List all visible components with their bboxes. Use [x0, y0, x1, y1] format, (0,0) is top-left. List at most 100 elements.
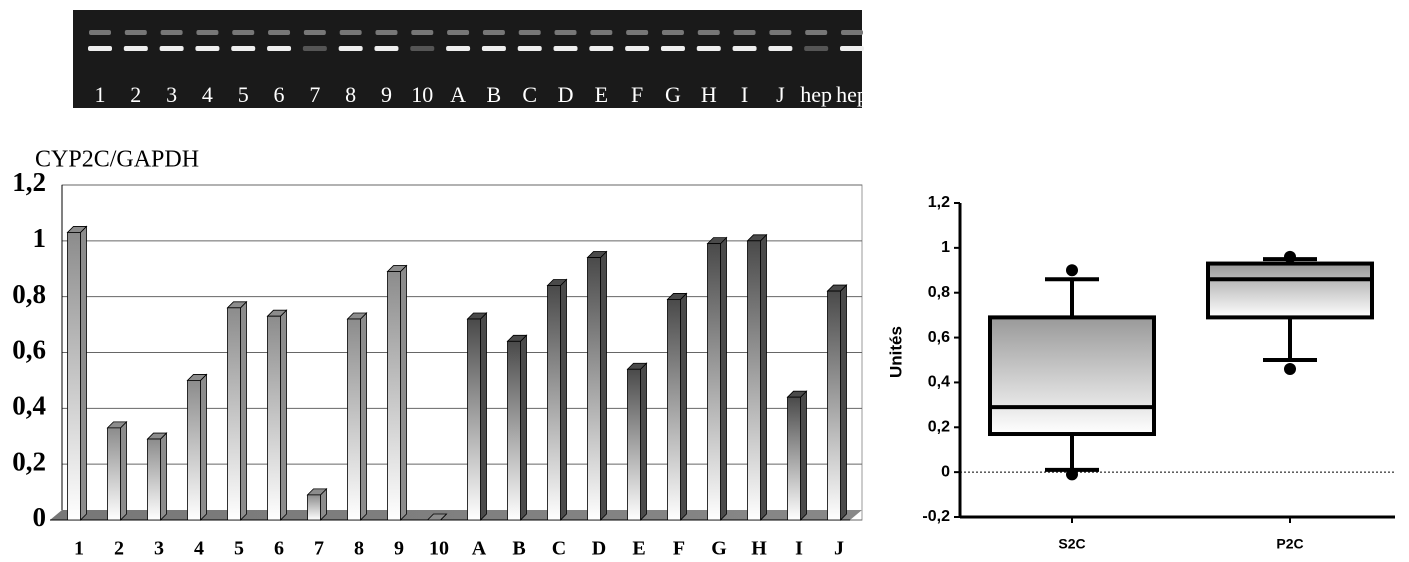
bar [747, 240, 761, 521]
bar [387, 271, 401, 521]
bar-side [600, 250, 607, 521]
gel-band [374, 46, 399, 51]
x-tick-label: 9 [394, 538, 404, 560]
bar [227, 307, 241, 521]
bar [827, 290, 841, 521]
x-tick-label: 4 [194, 538, 204, 560]
gel-band [804, 46, 829, 51]
gel-band [554, 30, 577, 35]
bar [187, 380, 201, 521]
x-tick-label: 6 [274, 538, 284, 560]
gel-band [625, 46, 650, 51]
x-tick-label: F [673, 538, 685, 560]
box [988, 315, 1156, 437]
gel-band [769, 30, 792, 35]
lane-label: 3 [166, 82, 177, 107]
bar [587, 257, 601, 521]
y-tick-label: 0 [941, 463, 950, 480]
y-tick-label: 1 [941, 239, 950, 256]
lane-label: hep [836, 82, 868, 107]
gel-band [446, 46, 471, 51]
lane-label: D [558, 82, 574, 107]
x-tick-label: 2 [114, 538, 124, 560]
x-tick-label: C [552, 538, 566, 560]
gel-band [123, 46, 148, 51]
gel-band [733, 30, 756, 35]
lane-label: 4 [202, 82, 213, 107]
gel-band [805, 30, 828, 35]
x-tick-label: G [711, 538, 727, 560]
x-tick-label: 10 [429, 538, 449, 560]
bar-side [200, 373, 207, 521]
bar [347, 318, 361, 521]
gel-band [302, 46, 327, 51]
gel-band [626, 30, 649, 35]
gel-band [697, 30, 720, 35]
bar [627, 368, 641, 521]
lane-label: 2 [130, 82, 141, 107]
x-tick-label: 8 [354, 538, 364, 560]
gel-band [89, 30, 111, 35]
gel-band [661, 30, 684, 35]
lane-label: hep [800, 82, 832, 107]
bar [267, 315, 281, 521]
bar-side [400, 264, 407, 521]
gel-band [660, 46, 685, 51]
y-tick-label: 0,2 [12, 446, 46, 476]
bar-side [360, 312, 367, 521]
gel-band [840, 46, 864, 51]
chart-title: CYP2C/GAPDH [35, 147, 199, 173]
outlier [1284, 362, 1296, 375]
gel-band [232, 30, 255, 35]
gel-background [73, 10, 862, 108]
bar [107, 427, 121, 521]
bar [787, 396, 801, 521]
lane-label: G [665, 82, 681, 107]
x-tick-label: J [834, 538, 844, 560]
y-tick-label: 0,6 [928, 329, 950, 346]
x-tick-label: B [512, 538, 525, 560]
bar [707, 243, 721, 521]
outlier [1284, 250, 1296, 263]
bar-side [240, 300, 247, 521]
y-tick-label: 0,6 [12, 335, 46, 365]
bar-side [760, 233, 767, 521]
bar [67, 232, 81, 521]
gel-band [339, 30, 362, 35]
bar-side [280, 309, 287, 521]
gel-band [481, 46, 506, 51]
y-axis-label: Unités [886, 326, 905, 378]
y-tick-label: 0,8 [12, 279, 46, 309]
x-tick-label: 1 [74, 538, 84, 560]
bar-side [840, 284, 847, 521]
bar-side [800, 390, 807, 521]
y-tick-label: 1 [33, 223, 47, 253]
lane-label: 1 [95, 82, 106, 107]
gel-band [696, 46, 721, 51]
lane-label: 8 [345, 82, 356, 107]
lane-label: 9 [381, 82, 392, 107]
x-tick-label: P2C [1276, 536, 1303, 552]
gel-band [732, 46, 757, 51]
outlier [1066, 468, 1078, 481]
lane-label: B [487, 82, 502, 107]
x-tick-label: S2C [1058, 536, 1085, 552]
outlier [1066, 264, 1078, 277]
y-tick-label: 0,4 [12, 391, 46, 421]
lane-label: A [450, 82, 466, 107]
bar [547, 285, 561, 521]
gel-band [482, 30, 505, 35]
gel-band [159, 46, 184, 51]
bar [467, 318, 481, 521]
gel-band [303, 30, 326, 35]
bar-top [426, 513, 448, 521]
bar-side [80, 225, 87, 521]
y-tick-label: 0,4 [928, 374, 950, 391]
x-tick-label: E [632, 538, 645, 560]
gel-band [411, 30, 434, 35]
bar-side [680, 292, 687, 521]
y-tick-label: -0,2 [922, 508, 950, 525]
x-tick-label: 7 [314, 538, 324, 560]
gel-band [553, 46, 578, 51]
